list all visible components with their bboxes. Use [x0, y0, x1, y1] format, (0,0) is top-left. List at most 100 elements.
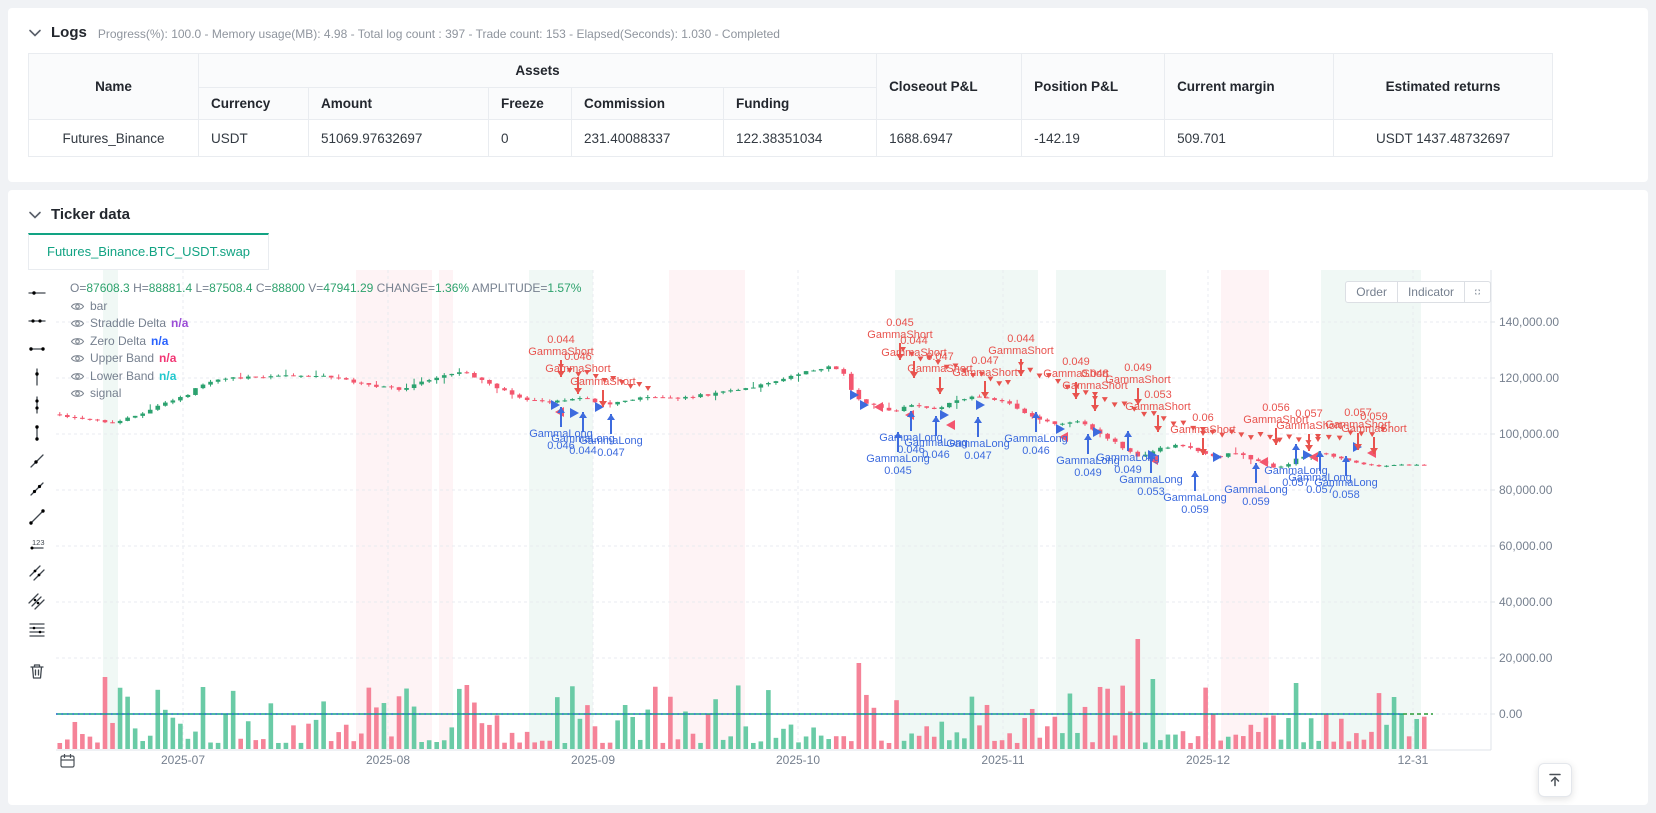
- logs-section: Logs Progress(%): 100.0 - Memory usage(M…: [8, 8, 1648, 182]
- gamma-long-label: GammaLong: [1119, 474, 1183, 486]
- col-current-margin: Current margin: [1164, 53, 1335, 120]
- gamma-short-label: GammaShort: [1105, 374, 1170, 386]
- svg-text:0.044: 0.044: [900, 335, 928, 347]
- cell-currency: USDT: [198, 119, 309, 157]
- svg-text:0.059: 0.059: [1181, 504, 1209, 516]
- gamma-short-label: GammaShort: [1243, 414, 1308, 426]
- trade-annotations: 0.044GammaShort0.046GammaShortGammaShort…: [528, 317, 1406, 516]
- price-channel-icon[interactable]: [28, 592, 46, 610]
- tab-futures-binance-btc-usdt-swap[interactable]: Futures_Binance.BTC_USDT.swap: [28, 233, 270, 270]
- svg-text:0.057: 0.057: [1282, 477, 1310, 489]
- time-axis-label: 2025-12: [1186, 753, 1230, 767]
- logs-summary: Progress(%): 100.0 - Memory usage(MB): 4…: [97, 26, 780, 41]
- col-currency: Currency: [198, 87, 309, 120]
- svg-text:0.047: 0.047: [597, 447, 625, 459]
- col-commission: Commission: [571, 87, 724, 120]
- cell-funding: 122.38351034: [722, 119, 878, 157]
- fullscreen-icon[interactable]: [1465, 281, 1491, 303]
- logs-collapse-chevron-icon[interactable]: [28, 28, 42, 38]
- svg-text:0.053: 0.053: [1137, 486, 1165, 498]
- gamma-short-label: GammaShort: [907, 363, 972, 375]
- axes: 140,000.00 120,000.00 100,000.00 80,000.00 6…: [56, 270, 1559, 767]
- gamma-long-label: GammaLong: [551, 433, 615, 445]
- price-axis-label: 80,000.00: [1499, 483, 1553, 497]
- svg-text:0.049: 0.049: [1062, 356, 1090, 368]
- parallel-lines-icon[interactable]: [28, 564, 46, 582]
- svg-text:0.047: 0.047: [926, 351, 954, 363]
- time-axis-label: 2025-08: [366, 753, 410, 767]
- gamma-long-label: GammaLong: [1004, 433, 1068, 445]
- cell-commission: 231.40088337: [571, 119, 724, 157]
- ticker-tabbar: Futures_Binance.BTC_USDT.swap: [28, 233, 1648, 270]
- col-name: Name: [28, 53, 199, 120]
- gamma-short-label: GammaShort: [1341, 423, 1406, 435]
- gamma-long-label: GammaLong: [904, 437, 968, 449]
- svg-text:0.06: 0.06: [1192, 412, 1213, 424]
- calendar-icon[interactable]: [60, 754, 75, 768]
- price-axis-label: 40,000.00: [1499, 595, 1553, 609]
- visibility-eye-icon[interactable]: [70, 353, 85, 364]
- fibonacci-icon[interactable]: [28, 620, 46, 638]
- gamma-short-label: GammaShort: [988, 345, 1053, 357]
- col-position-pnl: Position P&L: [1021, 53, 1166, 120]
- gamma-short-label: GammaShort: [570, 376, 635, 388]
- vertical-segment-icon[interactable]: [28, 424, 46, 442]
- chart-panel: 140,000.00 120,000.00 100,000.00 80,000.00 6…: [56, 270, 1648, 782]
- svg-text:0.046: 0.046: [897, 444, 925, 456]
- svg-text:0.059: 0.059: [1242, 496, 1270, 508]
- svg-text:0.057: 0.057: [1295, 408, 1323, 420]
- vertical-line-icon[interactable]: [28, 396, 46, 414]
- order-button[interactable]: Order: [1345, 281, 1398, 303]
- gamma-short-label: GammaShort: [1125, 401, 1190, 413]
- gamma-short-label: GammaShort: [1170, 424, 1235, 436]
- visibility-eye-icon[interactable]: [70, 388, 85, 399]
- trend-segment-icon[interactable]: [28, 508, 46, 526]
- chart-container: 123 140,000.00 120,000.00 100,000.00 80,000…: [8, 270, 1648, 782]
- svg-text:0.049: 0.049: [1114, 464, 1142, 476]
- gamma-long-label: GammaLong: [579, 435, 643, 447]
- gamma-short-label: GammaShort: [952, 367, 1017, 379]
- trend-line-icon[interactable]: [28, 480, 46, 498]
- svg-text:0.057: 0.057: [1344, 407, 1372, 419]
- horizontal-ray-icon[interactable]: [28, 284, 46, 302]
- ticker-header: Ticker data: [8, 190, 1648, 231]
- svg-text:0.045: 0.045: [884, 465, 912, 477]
- horizontal-segment-icon[interactable]: [28, 340, 46, 358]
- back-to-top-button[interactable]: [1538, 763, 1572, 797]
- gamma-long-label: GammaLong: [1163, 492, 1227, 504]
- vertical-ray-icon[interactable]: [28, 368, 46, 386]
- svg-text:0.047: 0.047: [964, 450, 992, 462]
- price-label-icon[interactable]: 123: [28, 536, 46, 554]
- ticker-collapse-chevron-icon[interactable]: [28, 210, 42, 220]
- svg-text:0.045: 0.045: [886, 317, 914, 329]
- visibility-eye-icon[interactable]: [70, 301, 85, 312]
- visibility-eye-icon[interactable]: [70, 318, 85, 329]
- chart-buttons: Order Indicator: [1345, 281, 1491, 303]
- candles: [57, 365, 1427, 469]
- gamma-short-label: GammaShort: [881, 347, 946, 359]
- gamma-short-label: GammaShort: [545, 363, 610, 375]
- cell-name: Futures_Binance: [28, 119, 199, 157]
- price-axis-label: 0.00: [1499, 707, 1523, 721]
- svg-text:0.049: 0.049: [1124, 362, 1152, 374]
- visibility-eye-icon[interactable]: [70, 371, 85, 382]
- svg-text:0.058: 0.058: [1332, 489, 1360, 501]
- time-axis-label: 2025-10: [776, 753, 820, 767]
- visibility-eye-icon[interactable]: [70, 336, 85, 347]
- horizontal-line-icon[interactable]: [28, 312, 46, 330]
- trash-icon[interactable]: [28, 662, 46, 680]
- svg-text:0.044: 0.044: [547, 334, 575, 346]
- cell-position-pnl: -142.19: [1021, 119, 1166, 157]
- time-axis-label: 12-31: [1398, 753, 1429, 767]
- gamma-short-label: GammaShort: [867, 329, 932, 341]
- trend-ray-icon[interactable]: [28, 452, 46, 470]
- drawing-toolbar: 123: [8, 270, 56, 782]
- cell-estimated-returns: USDT 1437.48732697: [1333, 119, 1554, 157]
- price-axis-label: 100,000.00: [1499, 427, 1559, 441]
- gamma-long-label: GammaLong: [1264, 465, 1328, 477]
- trailing-markers: [558, 347, 1386, 446]
- indicator-button[interactable]: Indicator: [1397, 281, 1465, 303]
- candlestick-chart[interactable]: 140,000.00 120,000.00 100,000.00 80,000.00 6…: [56, 270, 1648, 782]
- gamma-long-label: GammaLong: [866, 453, 930, 465]
